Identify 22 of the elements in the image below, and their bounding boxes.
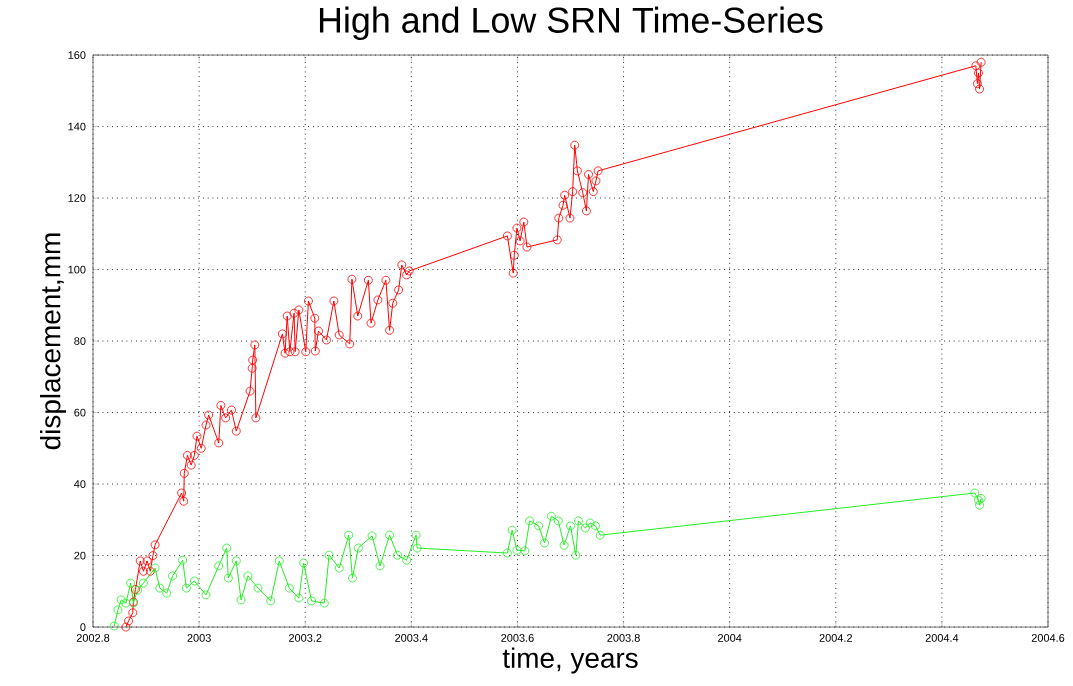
chart-title: High and Low SRN Time-Series xyxy=(319,6,823,41)
x-tick-label: 2004.2 xyxy=(819,634,852,642)
y-tick-label: 80 xyxy=(74,337,86,345)
y-tick-label: 0 xyxy=(80,623,86,631)
x-tick-label: 2003.8 xyxy=(607,634,640,642)
y-tick-label: 40 xyxy=(74,480,86,488)
x-tick-label: 2002.8 xyxy=(76,634,110,642)
x-tick-label: 2004.6 xyxy=(1031,634,1065,642)
x-axis-title: time, years xyxy=(502,647,638,674)
x-tick-label: 2004 xyxy=(718,634,742,642)
x-tick-label: 2003.2 xyxy=(289,634,322,642)
y-tick-label: 140 xyxy=(68,122,86,131)
y-tick-label: 60 xyxy=(74,408,86,417)
y-tick-label: 120 xyxy=(68,194,86,202)
x-tick-label: 2003.6 xyxy=(501,634,534,642)
x-tick-label: 2003 xyxy=(187,634,211,642)
y-tick-label: 100 xyxy=(68,265,86,274)
y-tick-label: 20 xyxy=(74,551,86,560)
x-tick-label: 2004.4 xyxy=(925,634,959,642)
y-axis-title: displacement,mm xyxy=(40,233,66,450)
y-tick-label: 160 xyxy=(68,51,86,59)
x-tick-label: 2003.4 xyxy=(395,634,428,642)
